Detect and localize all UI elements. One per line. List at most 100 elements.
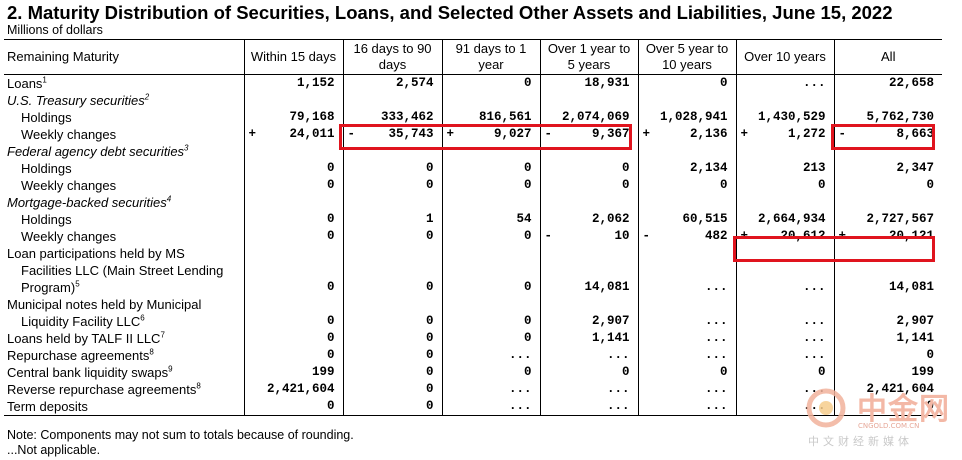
column-header-91-days-to-1-year: 91 days to 1 year [442,39,541,75]
cell-value: 0 [621,161,630,175]
change-sign: + [642,127,651,141]
cell-value: 816,561 [478,110,532,124]
cell-value: ... [802,331,826,345]
table-cell: 18,931 [540,74,639,92]
table-cell: 0 [244,347,344,364]
cell-value: 0 [926,399,934,413]
table-cell [540,296,639,313]
column-header-all: All [834,39,942,75]
table-cell: +2,136 [638,126,737,143]
table-cell: ... [442,398,541,416]
cell-value: 0 [425,365,434,379]
cell-value: 0 [926,348,934,362]
table-row: Facilities LLC (Main Street Lending [4,262,942,279]
table-row: Weekly changes 0 0 0-10-482 +20,612 +20,121 [4,228,942,245]
table-cell [736,194,835,211]
row-label: Program)5 [4,279,245,296]
cell-value: 0 [326,212,335,226]
table-cell: 0 [442,279,541,296]
row-label-text: Central bank liquidity swaps [7,365,169,380]
table-cell [244,296,344,313]
cell-value: 333,462 [380,110,434,124]
cell-value: 0 [326,314,335,328]
cell-value: 18,931 [584,76,630,90]
table-cell: 14,081 [834,279,942,296]
row-label: Weekly changes [4,177,245,194]
table-cell: 0 [343,330,443,347]
cell-value: 1 [425,212,434,226]
table-cell: +24,011 [244,126,344,143]
cell-value: 0 [425,229,434,243]
cell-value: 5,762,730 [866,110,934,124]
cell-value: 2,727,567 [866,212,934,226]
footnote-marker: 8 [149,347,154,357]
row-label-text: Municipal notes held by Municipal [7,297,202,312]
cell-value: 2,907 [591,314,630,328]
table-cell: 0 [834,398,942,416]
cell-value: ... [704,314,728,328]
table-cell: 1,152 [244,74,344,92]
cell-value: 0 [326,348,335,362]
table-cell [442,92,541,109]
cell-value: 0 [326,178,335,192]
table-cell: 213 [736,160,835,177]
table-cell: 1,430,529 [736,109,835,126]
cell-value: 199 [911,365,934,379]
table-row: Holdings 0 0 0 0 2,134 213 2,347 [4,160,942,177]
table-cell [244,194,344,211]
cell-value: 0 [425,399,434,413]
table-cell: 0 [442,160,541,177]
cell-value: ... [508,382,532,396]
cell-value: ... [508,399,532,413]
cell-value: 0 [926,178,934,192]
row-label-text: Reverse repurchase agreements [7,382,197,397]
row-label-text: Weekly changes [21,178,117,193]
table-cell [736,92,835,109]
cell-value: 0 [523,280,532,294]
row-label: Weekly changes [4,228,245,245]
column-header-5-to-10-years: Over 5 year to 10 years [638,39,737,75]
row-label: Liquidity Facility LLC6 [4,313,245,330]
table-cell [638,92,737,109]
table-cell [343,296,443,313]
table-cell: 0 [343,313,443,330]
row-label-text: Loans [7,76,43,91]
table-cell: 0 [244,313,344,330]
row-label-text: Repurchase agreements [7,348,150,363]
table-cell [834,92,942,109]
table-cell: 0 [343,347,443,364]
row-label: Reverse repurchase agreements8 [4,381,245,398]
not-applicable-note: ...Not applicable. [7,443,101,457]
column-header-1-to-5-years: Over 1 year to 5 years [540,39,639,75]
cell-value: 0 [523,229,532,243]
table-cell: 199 [244,364,344,381]
cell-value: 2,907 [896,314,934,328]
table-cell: - 8,663 [834,126,942,143]
cell-value: 2,421,604 [266,382,335,396]
table-cell [244,262,344,279]
table-cell: ... [442,347,541,364]
cell-value: 0 [326,161,335,175]
cell-value: 0 [326,399,335,413]
table-cell [834,262,942,279]
table-cell: ... [638,330,737,347]
cell-value: 0 [425,161,434,175]
footnote-marker: 6 [140,313,145,323]
table-cell: 0 [442,228,541,245]
cell-value: ... [606,348,630,362]
cell-value: 2,574 [395,76,434,90]
cell-value: 0 [425,178,434,192]
table-cell: ... [638,398,737,416]
cell-value: ... [802,314,826,328]
table-cell: 0 [343,398,443,416]
row-label: Federal agency debt securities3 [4,143,245,160]
row-label-text: Facilities LLC (Main Street Lending [21,263,224,278]
row-label-text: Holdings [21,212,72,227]
table-cell: 0 [343,160,443,177]
row-label: U.S. Treasury securities2 [4,92,245,109]
table-cell [343,245,443,262]
cell-value: ... [704,331,728,345]
row-label-text: U.S. Treasury securities [7,93,145,108]
column-header-within-15-days: Within 15 days [244,39,344,75]
footnote-marker: 9 [168,364,173,374]
